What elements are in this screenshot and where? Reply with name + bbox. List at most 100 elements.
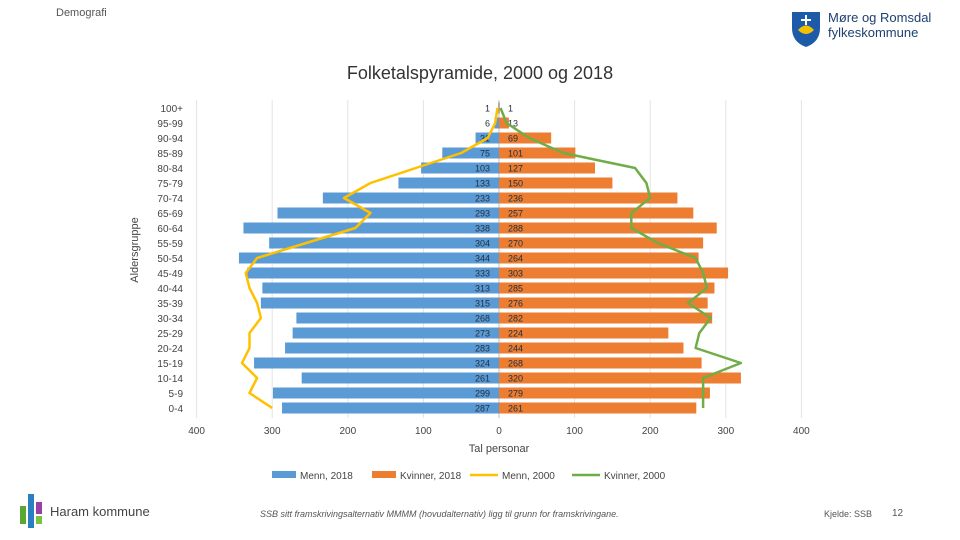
bar-menn-2018: [398, 177, 499, 189]
bar-kvinner-2018: [499, 162, 596, 174]
data-label-kvinner-2018: 288: [508, 224, 523, 234]
bar-kvinner-2018: [499, 312, 713, 324]
data-label-menn-2018: 261: [475, 374, 490, 384]
section-label: Demografi: [56, 7, 107, 19]
data-label-kvinner-2018: 224: [508, 329, 523, 339]
data-label-menn-2018: 283: [475, 344, 490, 354]
data-label-menn-2018: 315: [475, 299, 490, 309]
y-tick-label: 15-19: [157, 359, 183, 370]
data-label-menn-2018: 324: [475, 359, 490, 369]
data-label-kvinner-2018: 282: [508, 314, 523, 324]
y-tick-label: 30-34: [157, 314, 183, 325]
y-tick-label: 85-89: [157, 149, 183, 160]
y-tick-label: 55-59: [157, 239, 183, 250]
y-tick-label: 35-39: [157, 299, 183, 310]
data-label-kvinner-2018: 264: [508, 254, 523, 264]
data-label-kvinner-2018: 69: [508, 134, 518, 144]
bar-kvinner-2018: [499, 402, 697, 414]
bar-kvinner-2018: [499, 252, 699, 264]
legend-label: Kvinner, 2000: [604, 471, 666, 482]
y-tick-label: 25-29: [157, 329, 183, 340]
data-label-kvinner-2018: 279: [508, 389, 523, 399]
bar-menn-2018: [498, 102, 499, 114]
legend-swatch: [372, 471, 396, 478]
bar-menn-2018: [292, 327, 499, 339]
bar-kvinner-2018: [499, 147, 576, 159]
x-tick-label: 100: [566, 426, 583, 437]
bar-menn-2018: [322, 192, 499, 204]
data-label-kvinner-2018: 276: [508, 299, 523, 309]
y-tick-label: 100+: [160, 104, 183, 115]
y-tick-label: 65-69: [157, 209, 183, 220]
bar-menn-2018: [301, 372, 499, 384]
data-label-menn-2018: 233: [475, 194, 490, 204]
data-label-kvinner-2018: 257: [508, 209, 523, 219]
x-tick-label: 0: [496, 426, 502, 437]
legend-label: Menn, 2018: [300, 471, 353, 482]
bar-menn-2018: [285, 342, 499, 354]
data-label-menn-2018: 133: [475, 179, 490, 189]
bar-menn-2018: [262, 282, 499, 294]
bar-kvinner-2018: [499, 282, 715, 294]
data-label-kvinner-2018: 127: [508, 164, 523, 174]
bar-kvinner-2018: [499, 222, 717, 234]
bar-kvinner-2018: [499, 387, 710, 399]
bar-menn-2018: [442, 147, 499, 159]
brand-name: Møre og Romsdal: [828, 10, 932, 25]
x-tick-label: 300: [717, 426, 734, 437]
x-tick-label: 300: [264, 426, 281, 437]
bar-menn-2018: [247, 267, 499, 279]
brand-logo: Møre og Romsdal fylkeskommune: [790, 10, 931, 48]
data-label-menn-2018: 273: [475, 329, 490, 339]
bar-kvinner-2018: [499, 327, 669, 339]
y-axis-title: Aldersgruppe: [129, 217, 141, 282]
chart-title: Folketalspyramide, 2000 og 2018: [346, 63, 614, 83]
x-tick-label: 400: [188, 426, 205, 437]
data-label-kvinner-2018: 261: [508, 404, 523, 414]
bar-menn-2018: [260, 297, 499, 309]
y-tick-label: 0-4: [169, 404, 184, 415]
line-menn-2000: [240, 107, 499, 410]
bar-kvinner-2018: [499, 342, 684, 354]
data-label-kvinner-2018: 268: [508, 359, 523, 369]
data-label-menn-2018: 344: [475, 254, 490, 264]
bar-kvinner-2018: [499, 237, 704, 249]
data-label-kvinner-2018: 285: [508, 284, 523, 294]
bar-menn-2018: [296, 312, 499, 324]
data-label-menn-2018: 313: [475, 284, 490, 294]
footer-kommune: Haram kommune: [20, 494, 150, 528]
data-label-menn-2018: 268: [475, 314, 490, 324]
shield-icon: [792, 12, 820, 47]
y-tick-label: 80-84: [157, 164, 183, 175]
kommune-name: Haram kommune: [50, 503, 150, 519]
y-tick-label: 20-24: [157, 344, 183, 355]
data-label-menn-2018: 75: [480, 149, 490, 159]
bar-kvinner-2018: [499, 207, 694, 219]
data-label-kvinner-2018: 1: [508, 104, 513, 114]
data-label-menn-2018: 103: [475, 164, 490, 174]
data-label-menn-2018: 287: [475, 404, 490, 414]
bar-kvinner-2018: [499, 192, 678, 204]
data-label-menn-2018: 1: [485, 104, 490, 114]
legend-label: Kvinner, 2018: [400, 471, 462, 482]
data-label-kvinner-2018: 236: [508, 194, 523, 204]
source-label: Kjelde: SSB: [824, 509, 873, 519]
y-tick-label: 50-54: [157, 254, 183, 265]
bar-menn-2018: [243, 222, 499, 234]
data-label-kvinner-2018: 320: [508, 374, 523, 384]
bar-menn-2018: [421, 162, 499, 174]
bar-menn-2018: [254, 357, 499, 369]
bar-menn-2018: [282, 402, 499, 414]
y-tick-label: 95-99: [157, 119, 183, 130]
bar-kvinner-2018: [499, 117, 509, 129]
data-label-kvinner-2018: 13: [508, 119, 518, 129]
y-tick-label: 60-64: [157, 224, 183, 235]
bar-kvinner-2018: [499, 177, 613, 189]
page-number: 12: [892, 508, 904, 519]
y-tick-label: 10-14: [157, 374, 183, 385]
data-label-kvinner-2018: 303: [508, 269, 523, 279]
bar-menn-2018: [494, 117, 499, 129]
data-label-kvinner-2018: 244: [508, 344, 523, 354]
y-tick-label: 5-9: [169, 389, 184, 400]
